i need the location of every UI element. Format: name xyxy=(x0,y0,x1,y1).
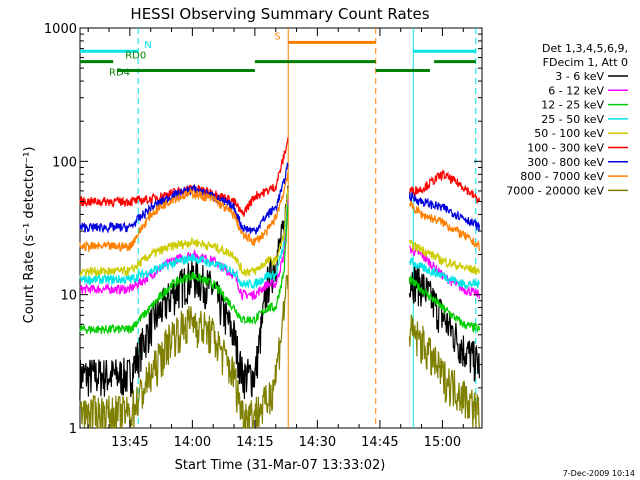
series-line xyxy=(79,187,480,278)
x-axis-label: Start Time (31-Mar-07 13:33:02) xyxy=(175,458,386,473)
flag-label: N xyxy=(144,40,151,51)
legend-entry-label: 25 - 50 keV xyxy=(541,113,604,126)
flag-label: RD0 xyxy=(125,51,146,62)
flag-label: RD4 xyxy=(109,68,130,79)
legend-entry-label: 300 - 800 keV xyxy=(527,156,604,169)
y-tick-label: 1000 xyxy=(44,22,77,37)
series-line xyxy=(79,205,480,336)
y-tick-label: 100 xyxy=(52,155,77,170)
y-tick-label: 10 xyxy=(60,289,77,304)
legend: Det 1,3,4,5,6,9,FDecim 1, Att 03 - 6 keV… xyxy=(506,42,628,197)
legend-entry-label: 3 - 6 keV xyxy=(555,70,604,83)
x-tick-label: 14:15 xyxy=(236,435,273,450)
x-tick-label: 14:45 xyxy=(361,435,398,450)
plot-area xyxy=(79,27,483,429)
series-line xyxy=(79,191,480,290)
chart-title: HESSI Observing Summary Count Rates xyxy=(130,5,429,23)
legend-entry-label: 7000 - 20000 keV xyxy=(506,184,604,197)
x-tick-label: 14:30 xyxy=(299,435,336,450)
x-tick-label: 13:45 xyxy=(111,435,148,450)
x-tick-label: 15:00 xyxy=(424,435,461,450)
series-line xyxy=(79,162,480,235)
legend-entry-label: 100 - 300 keV xyxy=(527,142,604,155)
series-line xyxy=(79,274,480,429)
timestamp: 7-Dec-2009 10:14 xyxy=(563,469,635,478)
series-line xyxy=(79,171,480,253)
legend-header: FDecim 1, Att 0 xyxy=(543,56,628,69)
legend-entry-label: 800 - 7000 keV xyxy=(520,170,604,183)
y-tick-label: 1 xyxy=(69,422,77,437)
legend-entry-label: 12 - 25 keV xyxy=(541,99,604,112)
legend-header: Det 1,3,4,5,6,9, xyxy=(542,42,628,55)
y-axis-label: Count Rate (s⁻¹ detector⁻¹) xyxy=(22,147,37,324)
x-tick-label: 14:00 xyxy=(174,435,211,450)
axis-ticks: 1 10 100 1000 13:45 14:00 14:15 14:30 14:45 15:00 xyxy=(44,22,482,450)
legend-entry-label: 6 - 12 keV xyxy=(548,84,604,97)
legend-entry-label: 50 - 100 keV xyxy=(534,127,604,140)
flag-label: S xyxy=(274,31,280,42)
